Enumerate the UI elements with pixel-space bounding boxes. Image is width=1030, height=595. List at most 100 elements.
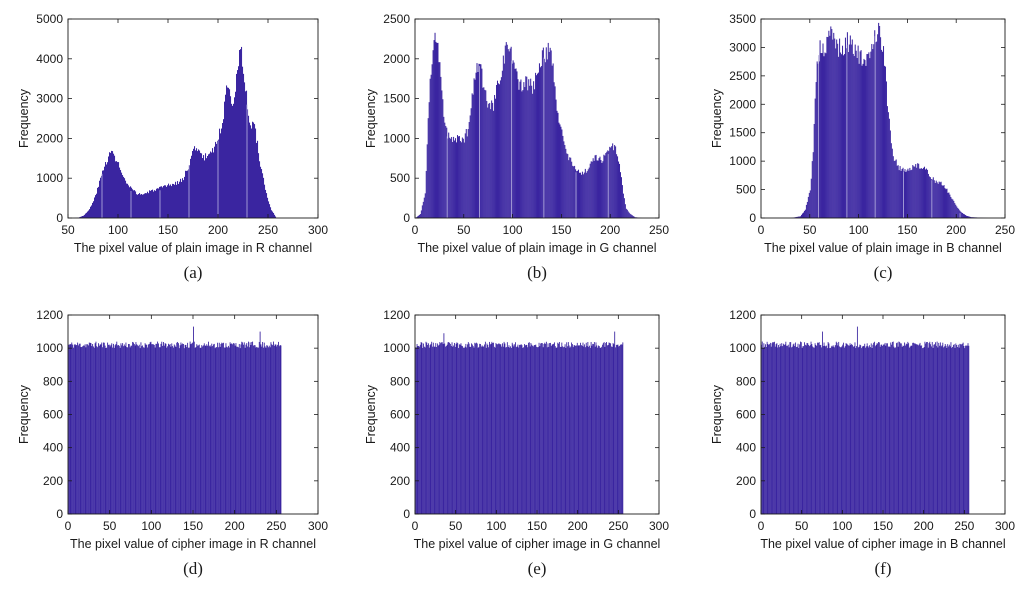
histogram-bar xyxy=(266,345,268,514)
histogram-bar xyxy=(217,140,219,218)
histogram-bar xyxy=(461,345,463,514)
histogram-bar xyxy=(104,345,106,514)
histogram-bar xyxy=(231,343,233,514)
histogram-bar xyxy=(471,344,473,514)
histogram-bar xyxy=(584,344,586,514)
histogram-bar xyxy=(621,344,623,514)
histogram-bar xyxy=(846,32,848,219)
histogram-bar xyxy=(571,344,573,514)
histogram-bar xyxy=(547,42,549,218)
histogram-bar xyxy=(865,65,867,219)
histogram-bar xyxy=(523,344,525,514)
histogram-bar xyxy=(464,133,466,218)
histogram-bar xyxy=(257,347,259,514)
histogram-bar xyxy=(254,124,256,218)
histogram-bar xyxy=(492,102,494,218)
histogram-bar xyxy=(126,183,128,218)
histogram-bar xyxy=(207,156,209,218)
histogram-bar xyxy=(939,182,941,218)
histogram-bar xyxy=(775,344,777,514)
histogram-bar xyxy=(462,346,464,514)
histogram-bar xyxy=(870,51,872,218)
histogram-bar xyxy=(97,347,99,514)
plot-frame xyxy=(414,18,660,219)
histogram-bar xyxy=(444,343,446,514)
histogram-bar xyxy=(174,345,176,514)
histogram-bar xyxy=(521,345,523,514)
histogram-bar xyxy=(922,168,924,218)
histogram-bar xyxy=(935,180,937,218)
histogram-bar xyxy=(475,72,477,218)
histogram-bar xyxy=(931,341,933,514)
histogram-bar xyxy=(582,174,584,218)
histogram-bar xyxy=(534,89,536,218)
y-tick-label: 600 xyxy=(43,408,63,422)
y-tick-label: 2000 xyxy=(729,97,756,111)
histogram-bar xyxy=(926,342,927,514)
histogram-bar xyxy=(612,143,614,218)
histogram-bar xyxy=(462,347,464,514)
histogram-bar xyxy=(554,86,556,218)
histogram-bar xyxy=(942,342,944,514)
histogram-bar xyxy=(812,346,814,514)
histogram-bar xyxy=(801,213,804,218)
histogram-bar xyxy=(517,79,519,219)
histogram-bar xyxy=(111,150,113,218)
histogram-bar xyxy=(417,215,419,218)
histogram-bar xyxy=(596,160,598,218)
histogram-bar xyxy=(205,345,207,514)
histogram-bar xyxy=(258,153,260,218)
x-tick-label: 150 xyxy=(551,223,571,237)
histogram-bar xyxy=(154,190,156,218)
histogram-bar xyxy=(928,343,930,514)
histogram-bar xyxy=(576,342,578,514)
histogram-bar xyxy=(955,204,957,218)
histogram-bar xyxy=(923,166,926,218)
histogram-bar xyxy=(96,346,98,514)
histogram-bar xyxy=(843,54,845,218)
histogram-bar xyxy=(963,346,965,514)
histogram-bar xyxy=(251,128,253,218)
histogram-bar xyxy=(211,343,213,514)
histogram-bar xyxy=(86,212,88,218)
histogram-bar xyxy=(419,346,420,514)
histogram-bar xyxy=(871,348,873,514)
histogram-bar xyxy=(476,342,477,514)
histogram-bar xyxy=(454,140,456,218)
histogram-bar xyxy=(99,344,101,514)
histogram-bar xyxy=(537,347,539,514)
histogram-bar xyxy=(171,186,173,218)
histogram-bar xyxy=(197,345,199,514)
histogram-bar xyxy=(602,343,604,514)
histogram-bar xyxy=(913,166,915,218)
histogram-bar xyxy=(256,346,258,514)
histogram-bar xyxy=(456,135,458,218)
histogram-bar xyxy=(604,346,606,514)
histogram-bar xyxy=(139,348,141,514)
histogram-bar xyxy=(911,169,913,218)
histogram-bar xyxy=(109,346,111,514)
histogram-bar xyxy=(133,342,134,514)
histogram-bar xyxy=(569,157,571,218)
histogram-bar xyxy=(469,346,471,514)
histogram-bar xyxy=(930,179,932,218)
histogram-bar xyxy=(594,346,596,514)
histogram-bar xyxy=(895,347,897,514)
histogram-bar xyxy=(191,343,193,514)
histogram-bar xyxy=(916,167,918,218)
histogram-bar xyxy=(878,342,880,514)
histogram-bar xyxy=(950,196,952,218)
histogram-bar xyxy=(107,162,109,218)
x-tick-label: 100 xyxy=(486,519,506,533)
histogram-bar xyxy=(218,139,220,218)
histogram-bar xyxy=(524,87,526,218)
histogram-bar xyxy=(784,344,786,514)
histogram-bar xyxy=(446,127,448,218)
histogram-bar xyxy=(795,342,797,514)
x-axis-label: The pixel value of plain image in G chan… xyxy=(417,241,656,255)
histogram-bar xyxy=(502,343,503,514)
histogram-bar xyxy=(968,345,970,514)
histogram-bar xyxy=(870,343,872,514)
histogram-bar xyxy=(267,345,269,514)
histogram-bar xyxy=(540,66,542,218)
